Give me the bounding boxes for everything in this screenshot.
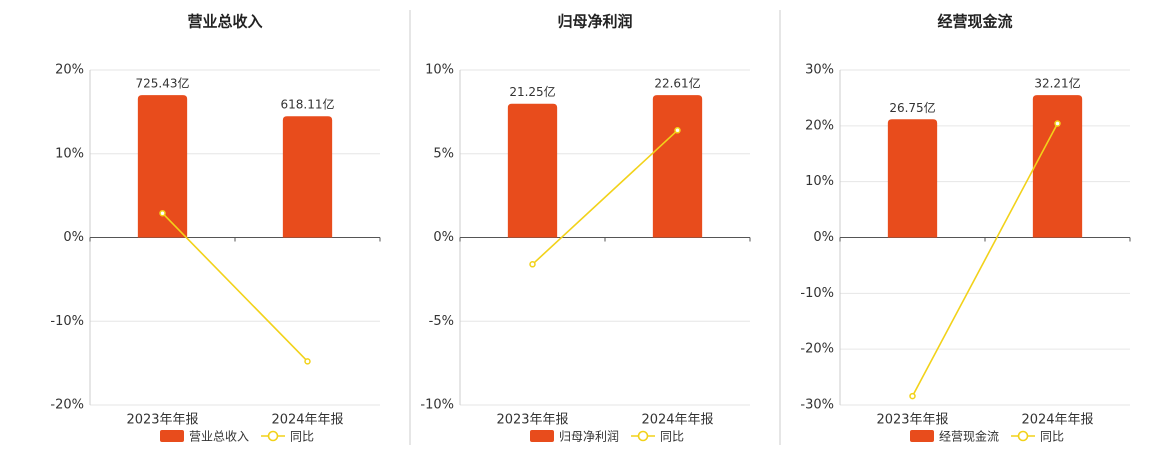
legend-label: 经营现金流 [939,429,999,444]
line-point [674,127,681,134]
y-tick-label: 10% [425,63,454,78]
line-point [304,358,311,365]
x-tick-label: 2023年年报 [126,413,198,428]
x-tick-label: 2024年年报 [1021,413,1093,428]
y-tick-label: 0% [63,230,84,245]
bar [652,95,703,238]
line [531,129,679,265]
y-tick-label: -10% [50,314,84,329]
y-tick-label: -5% [429,314,454,329]
legend-label: 归母净利润 [559,430,619,444]
bar [282,116,333,238]
y-tick-label: 5% [433,146,454,161]
legend-swatch [910,430,934,442]
y-tick-label: -10% [800,286,834,301]
value-label: 618.11亿 [281,97,335,112]
legend-label: 同比 [1040,430,1064,444]
x-tick-label: 2024年年报 [641,413,713,428]
legend-label: 营业总收入 [189,430,249,444]
value-label: 32.21亿 [1034,76,1080,91]
legend-swatch [1017,430,1029,442]
bar [1032,95,1083,238]
legend-swatch [637,430,649,442]
chart-title: 归母净利润 [557,13,632,31]
legend-label: 同比 [660,430,684,444]
legend-swatch [160,430,184,442]
legend-swatch [267,430,279,442]
y-tick-label: 20% [805,118,834,133]
y-tick-label: -20% [50,398,84,413]
x-tick-label: 2024年年报 [271,413,343,428]
value-label: 22.61亿 [654,76,700,91]
y-tick-label: 10% [805,174,834,189]
value-label: 725.43亿 [136,76,190,91]
y-tick-label: 10% [55,146,84,161]
bar [887,119,938,238]
line-point [1054,120,1061,127]
legend-label: 同比 [290,430,314,444]
chart-title: 营业总收入 [187,13,262,31]
y-tick-label: -10% [420,398,454,413]
line [161,212,309,362]
x-tick-label: 2023年年报 [876,413,948,428]
y-tick-label: 0% [433,230,454,245]
line-point [909,392,916,400]
line-point [159,209,166,217]
line-point [529,261,536,268]
line [911,123,1059,397]
y-tick-label: -20% [800,342,834,357]
y-tick-label: -30% [800,398,834,413]
value-label: 21.25亿 [509,84,555,99]
x-tick-label: 2023年年报 [496,413,568,428]
legend-swatch [530,430,554,442]
chart-title: 经营现金流 [937,13,1012,31]
value-label: 26.75亿 [889,100,935,115]
y-tick-label: 30% [805,63,834,78]
y-tick-label: 0% [813,230,834,245]
y-tick-label: 20% [55,63,84,78]
bar [507,103,558,238]
bar [137,95,188,238]
